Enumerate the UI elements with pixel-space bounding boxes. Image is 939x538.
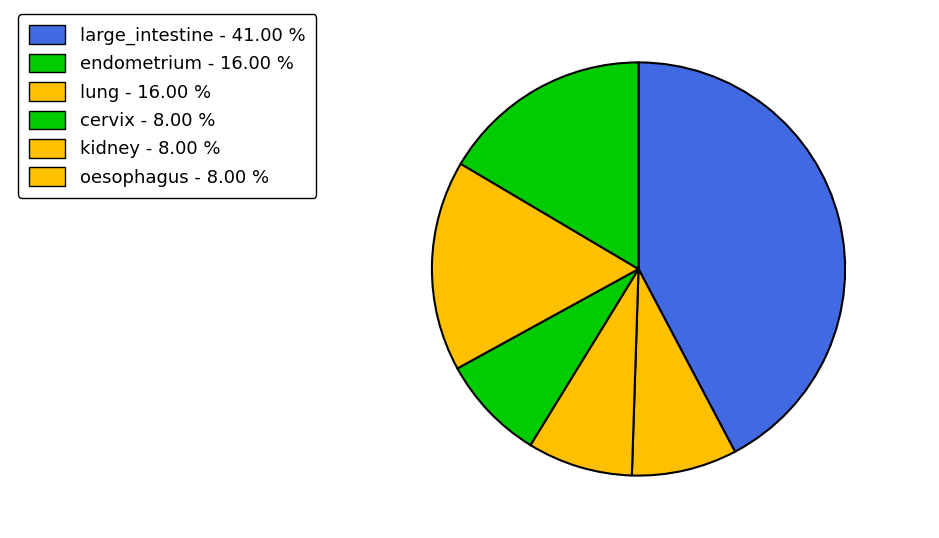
Wedge shape <box>461 62 639 269</box>
Wedge shape <box>457 269 639 445</box>
Wedge shape <box>639 62 845 452</box>
Wedge shape <box>632 269 735 476</box>
Wedge shape <box>531 269 639 476</box>
Legend: large_intestine - 41.00 %, endometrium - 16.00 %, lung - 16.00 %, cervix - 8.00 : large_intestine - 41.00 %, endometrium -… <box>19 15 316 197</box>
Wedge shape <box>432 164 639 369</box>
